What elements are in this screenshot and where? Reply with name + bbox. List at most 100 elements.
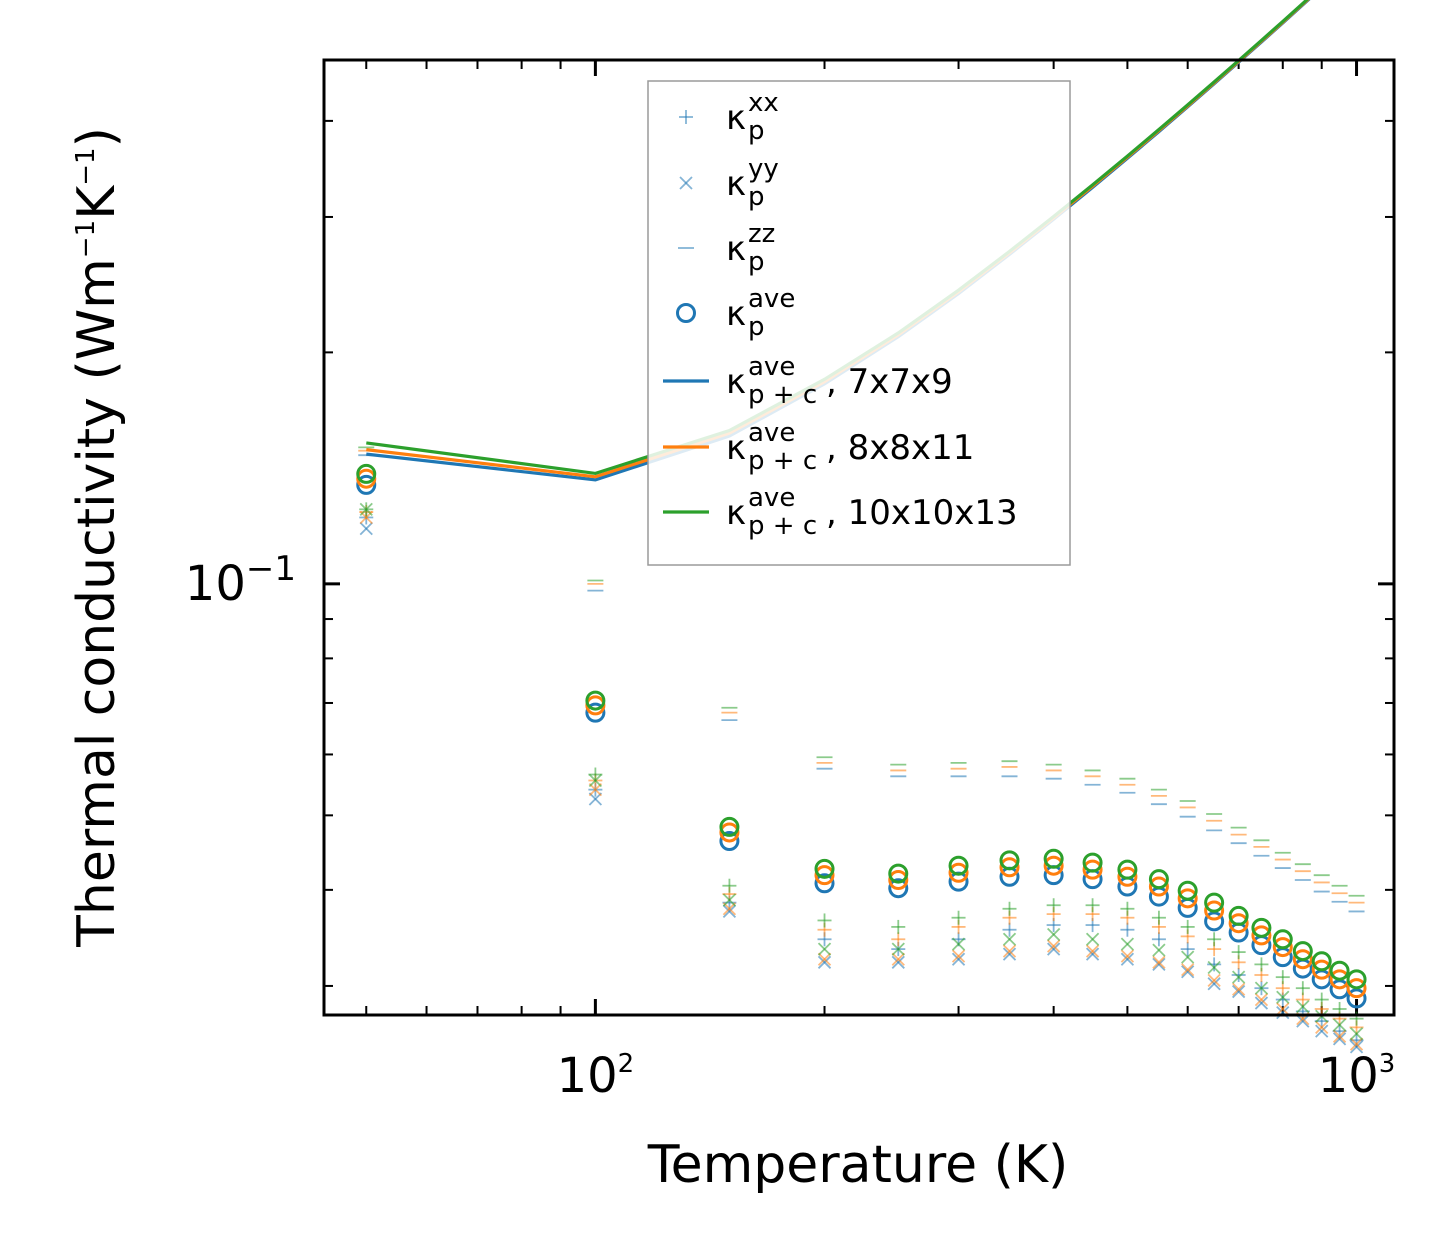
kave-point bbox=[1228, 905, 1249, 926]
cross-b bbox=[1315, 1024, 1329, 1038]
legend-entry: κ zzp bbox=[678, 219, 775, 277]
cross-b bbox=[817, 952, 832, 966]
kyy-point bbox=[1085, 944, 1100, 958]
kxx-point bbox=[1046, 898, 1061, 913]
legend-sub: p bbox=[748, 312, 765, 342]
kave-point bbox=[1329, 960, 1350, 981]
kave-point bbox=[999, 857, 1020, 878]
kyy-point bbox=[1181, 950, 1195, 964]
kyy-point bbox=[1207, 977, 1221, 991]
cross-b bbox=[1002, 944, 1017, 958]
x-tick-exp: 2 bbox=[618, 1049, 635, 1079]
kxx-point bbox=[1151, 910, 1166, 925]
cross-b bbox=[891, 955, 905, 969]
legend-symbol: κ bbox=[726, 98, 746, 138]
cross-b bbox=[1296, 999, 1310, 1014]
kyy-point bbox=[891, 952, 905, 966]
cross-b bbox=[588, 792, 603, 806]
kyy-point bbox=[1002, 944, 1017, 958]
kyy-point bbox=[1276, 1002, 1290, 1016]
kyy-point bbox=[1349, 1040, 1364, 1054]
kave-point bbox=[999, 850, 1020, 871]
y-tick-label: 10−1 bbox=[185, 549, 296, 612]
kave-point bbox=[1311, 951, 1332, 972]
cross-b bbox=[1349, 1027, 1364, 1041]
kave-point bbox=[585, 702, 606, 723]
kyy-point bbox=[1120, 937, 1135, 951]
kave-point bbox=[1043, 855, 1064, 876]
legend-sub: p bbox=[748, 182, 765, 212]
kave-point bbox=[814, 865, 835, 886]
legend-suffix: , 7x7x9 bbox=[826, 362, 953, 402]
kyy-point bbox=[588, 792, 603, 806]
kyy-point bbox=[1231, 970, 1246, 984]
kyy-point bbox=[1231, 982, 1246, 996]
kxx-point bbox=[722, 878, 737, 893]
cross-b bbox=[1047, 942, 1061, 956]
kave-point bbox=[888, 869, 909, 890]
kxx-point bbox=[951, 910, 966, 925]
cross-b bbox=[1085, 944, 1100, 958]
kave-point bbox=[1346, 969, 1367, 990]
kyy-point bbox=[1276, 1005, 1290, 1020]
kxx-point bbox=[1002, 901, 1017, 916]
kyy-point bbox=[951, 937, 966, 951]
cross-b bbox=[1120, 952, 1135, 966]
kyy-point bbox=[1332, 1018, 1347, 1032]
kave-point bbox=[1148, 869, 1169, 890]
legend-symbol: κ bbox=[726, 294, 746, 334]
y-tick-exp: −1 bbox=[246, 549, 296, 589]
kyy-point bbox=[951, 949, 966, 963]
cross-b bbox=[588, 773, 603, 788]
kxx-point bbox=[1275, 970, 1290, 985]
kyy-point bbox=[588, 773, 603, 788]
y-axis-title-end: ) bbox=[67, 127, 127, 147]
cross-b bbox=[1085, 947, 1100, 961]
kyy-point bbox=[891, 942, 905, 956]
kyy-point bbox=[1152, 957, 1166, 972]
kave-point bbox=[1204, 892, 1225, 913]
kave-point bbox=[1117, 866, 1138, 887]
kave-point bbox=[1272, 929, 1293, 950]
kyy-point bbox=[1231, 984, 1246, 999]
y-axis-title-main: Thermal conductivity (Wm bbox=[67, 258, 127, 948]
kave-point bbox=[1148, 876, 1169, 897]
legend-sup: ave bbox=[748, 352, 795, 382]
cross-b bbox=[1002, 932, 1017, 946]
kxx-point bbox=[891, 919, 906, 934]
x-tick-base: 10 bbox=[1318, 1048, 1379, 1104]
cross-b bbox=[1315, 1020, 1329, 1035]
kyy-point bbox=[1152, 943, 1166, 957]
legend-suffix: , 10x10x13 bbox=[826, 493, 1018, 533]
cross-b bbox=[891, 942, 905, 956]
cross-b bbox=[1276, 1002, 1290, 1016]
legend-sup: yy bbox=[748, 154, 779, 184]
kyy-point bbox=[817, 955, 832, 969]
kyy-point bbox=[1047, 939, 1061, 953]
kyy-point bbox=[359, 521, 373, 536]
cross-b bbox=[1207, 977, 1221, 991]
kave-point bbox=[1272, 937, 1293, 958]
cross-b bbox=[951, 952, 966, 966]
legend-entry: κ xxp bbox=[679, 88, 779, 146]
cross-b bbox=[1296, 1014, 1310, 1028]
kyy-point bbox=[1332, 1029, 1347, 1043]
legend-box bbox=[647, 80, 1071, 566]
cross-b bbox=[1181, 950, 1195, 964]
kyy-point bbox=[1296, 999, 1310, 1014]
cross-b bbox=[1231, 984, 1246, 999]
kyy-point bbox=[1254, 981, 1269, 995]
kxx-point bbox=[1295, 981, 1310, 996]
cross-b bbox=[1276, 1005, 1290, 1020]
kyy-point bbox=[1152, 955, 1166, 969]
cross-b bbox=[951, 937, 966, 951]
cross-b bbox=[1276, 990, 1290, 1004]
kyy-point bbox=[1332, 1032, 1347, 1046]
cross-b bbox=[1047, 927, 1061, 942]
kave-point bbox=[814, 858, 835, 879]
